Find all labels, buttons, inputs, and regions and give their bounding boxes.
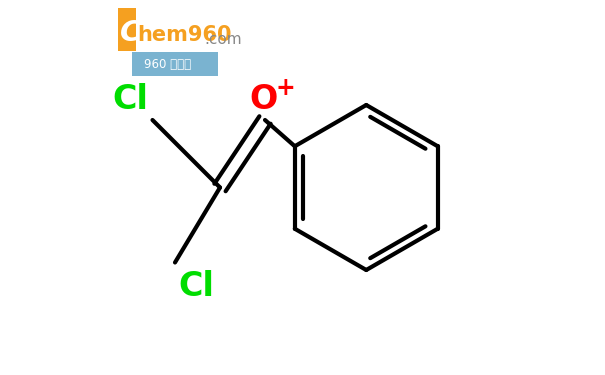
Text: O: O (249, 83, 277, 116)
Text: 960 化工网: 960 化工网 (144, 57, 191, 70)
Text: C: C (120, 19, 142, 47)
Text: Cl: Cl (113, 83, 149, 116)
Text: +: + (276, 76, 295, 101)
FancyBboxPatch shape (131, 53, 218, 76)
Text: .com: .com (204, 32, 241, 47)
FancyBboxPatch shape (119, 8, 136, 51)
Text: Cl: Cl (178, 270, 215, 303)
Text: hem960: hem960 (137, 25, 232, 45)
